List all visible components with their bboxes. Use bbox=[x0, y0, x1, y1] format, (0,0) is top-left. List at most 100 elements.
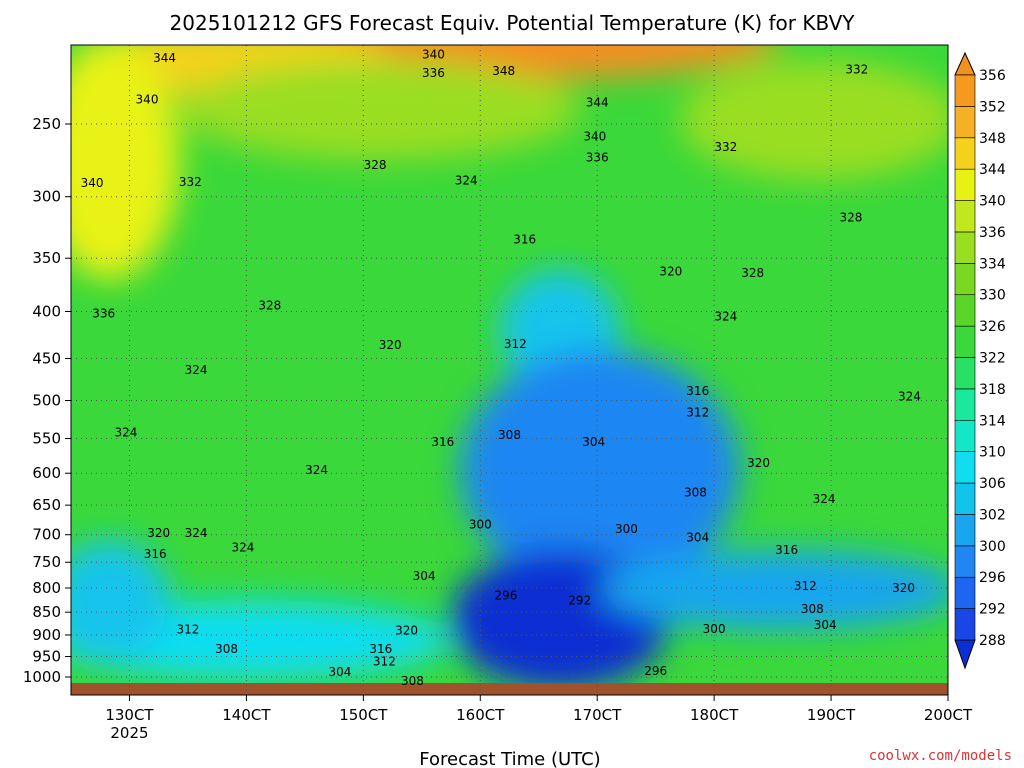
contour-label: 308 bbox=[498, 428, 521, 442]
colorbar-label: 326 bbox=[979, 319, 1006, 335]
contour-label: 316 bbox=[686, 384, 709, 398]
contour-label: 340 bbox=[583, 130, 606, 144]
plot-area: 344 340 340 336 348 344 340 336 332 332 340 332 328 3… bbox=[70, 44, 949, 696]
colorbar-segment bbox=[954, 545, 976, 578]
contour-label: 344 bbox=[153, 51, 176, 65]
y-tick-label: 550 bbox=[32, 430, 61, 448]
contour-label: 348 bbox=[492, 64, 515, 78]
contour-label: 324 bbox=[813, 492, 836, 506]
contour-label: 320 bbox=[892, 581, 915, 595]
contour-label: 304 bbox=[582, 435, 605, 449]
contour-label: 312 bbox=[686, 405, 709, 419]
contour-label: 324 bbox=[185, 526, 208, 540]
colorbar-label: 340 bbox=[979, 194, 1006, 210]
colorbar-segment bbox=[954, 168, 976, 201]
colorbar-label: 356 bbox=[979, 68, 1006, 84]
colorbar-segment bbox=[954, 608, 976, 641]
colorbar-segment bbox=[954, 357, 976, 390]
contour-label: 296 bbox=[644, 664, 667, 678]
contour-label: 300 bbox=[615, 522, 638, 536]
colorbar-segment bbox=[954, 231, 976, 264]
y-tick-label: 450 bbox=[32, 349, 61, 367]
colorbar-label: 310 bbox=[979, 445, 1006, 461]
contour-label: 328 bbox=[258, 298, 281, 312]
contour-label: 320 bbox=[395, 624, 418, 638]
colorbar-label: 292 bbox=[979, 602, 1006, 618]
y-tick-label: 400 bbox=[32, 302, 61, 320]
contour-label: 328 bbox=[364, 158, 387, 172]
contour-label: 316 bbox=[513, 233, 536, 247]
contour-label: 344 bbox=[586, 96, 609, 110]
contour-label: 296 bbox=[495, 588, 518, 602]
y-axis: 250 300 350 400 450 500 550 600 650 700 750 800 850 9… bbox=[23, 115, 71, 686]
x-tick-sublabel: 2025 bbox=[110, 724, 148, 742]
contour-label: 324 bbox=[714, 309, 737, 323]
contour-label: 300 bbox=[703, 622, 726, 636]
y-tick-label: 300 bbox=[32, 188, 61, 206]
colorbar-label: 314 bbox=[979, 413, 1006, 429]
colorbar-segment bbox=[954, 451, 976, 484]
contour-label: 304 bbox=[413, 569, 436, 583]
colorbar-segment bbox=[954, 419, 976, 452]
x-tick-label: 180CT bbox=[690, 706, 739, 724]
contour-label: 320 bbox=[659, 265, 682, 279]
plot-frame bbox=[70, 44, 949, 696]
y-tick-label: 750 bbox=[32, 553, 61, 571]
colorbar-bottom-arrow bbox=[954, 639, 976, 670]
contour-label: 320 bbox=[147, 526, 170, 540]
contour-label: 316 bbox=[431, 435, 454, 449]
contour-label: 332 bbox=[714, 140, 737, 154]
contour-label: 328 bbox=[741, 266, 764, 280]
colorbar-segment bbox=[954, 74, 976, 107]
colorbar-segment bbox=[954, 263, 976, 296]
colorbar-segment bbox=[954, 388, 976, 421]
y-tick-label: 800 bbox=[32, 579, 61, 597]
contour-label: 292 bbox=[568, 594, 591, 608]
contour-label: 316 bbox=[775, 543, 798, 557]
y-tick-label: 950 bbox=[32, 648, 61, 666]
colorbar-label: 334 bbox=[979, 256, 1006, 272]
y-tick-label: 700 bbox=[32, 526, 61, 544]
contour-label: 336 bbox=[422, 66, 445, 80]
colorbar-label: 344 bbox=[979, 162, 1006, 178]
contour-label: 300 bbox=[469, 517, 492, 531]
y-tick-label: 600 bbox=[32, 464, 61, 482]
x-tick-label: 140CT bbox=[222, 706, 271, 724]
colorbar: 288 292 296 300 302 306 310 314 318 322 326 330 334 3… bbox=[954, 51, 1006, 670]
contour-label: 340 bbox=[81, 176, 104, 190]
x-tick-label: 130CT bbox=[105, 706, 154, 724]
contour-label: 324 bbox=[305, 463, 328, 477]
colorbar-segment bbox=[954, 294, 976, 327]
contour-label: 316 bbox=[144, 547, 167, 561]
contour-label: 336 bbox=[586, 151, 609, 165]
y-tick-label: 250 bbox=[32, 115, 61, 133]
y-tick-label: 350 bbox=[32, 249, 61, 267]
contour-label: 324 bbox=[115, 426, 138, 440]
x-tick-label: 170CT bbox=[573, 706, 622, 724]
x-tick-label: 150CT bbox=[339, 706, 388, 724]
x-tick-label: 160CT bbox=[456, 706, 505, 724]
colorbar-label: 352 bbox=[979, 99, 1006, 115]
y-tick-label: 850 bbox=[32, 603, 61, 621]
contour-label: 320 bbox=[379, 338, 402, 352]
contour-label: 320 bbox=[747, 456, 770, 470]
contour-label: 316 bbox=[369, 642, 392, 656]
contour-label: 324 bbox=[898, 389, 921, 403]
ground-band bbox=[71, 683, 948, 695]
contour-label: 312 bbox=[504, 337, 527, 351]
x-tick-label: 200CT bbox=[924, 706, 973, 724]
colorbar-label: 302 bbox=[979, 507, 1006, 523]
colorbar-segment bbox=[954, 576, 976, 609]
y-tick-label: 900 bbox=[32, 626, 61, 644]
gridlines bbox=[71, 45, 949, 695]
chart-title: 2025101212 GFS Forecast Equiv. Potential… bbox=[170, 11, 856, 35]
contour-label: 308 bbox=[401, 674, 424, 688]
contour-label: 308 bbox=[801, 602, 824, 616]
field-layer bbox=[71, 45, 948, 695]
contour-label: 304 bbox=[814, 618, 837, 632]
colorbar-segment bbox=[954, 482, 976, 515]
contour-labels: 344 340 340 336 348 344 340 336 332 332 340 332 328 3… bbox=[81, 47, 921, 688]
contour-label: 332 bbox=[179, 175, 202, 189]
contour-label: 304 bbox=[328, 665, 351, 679]
